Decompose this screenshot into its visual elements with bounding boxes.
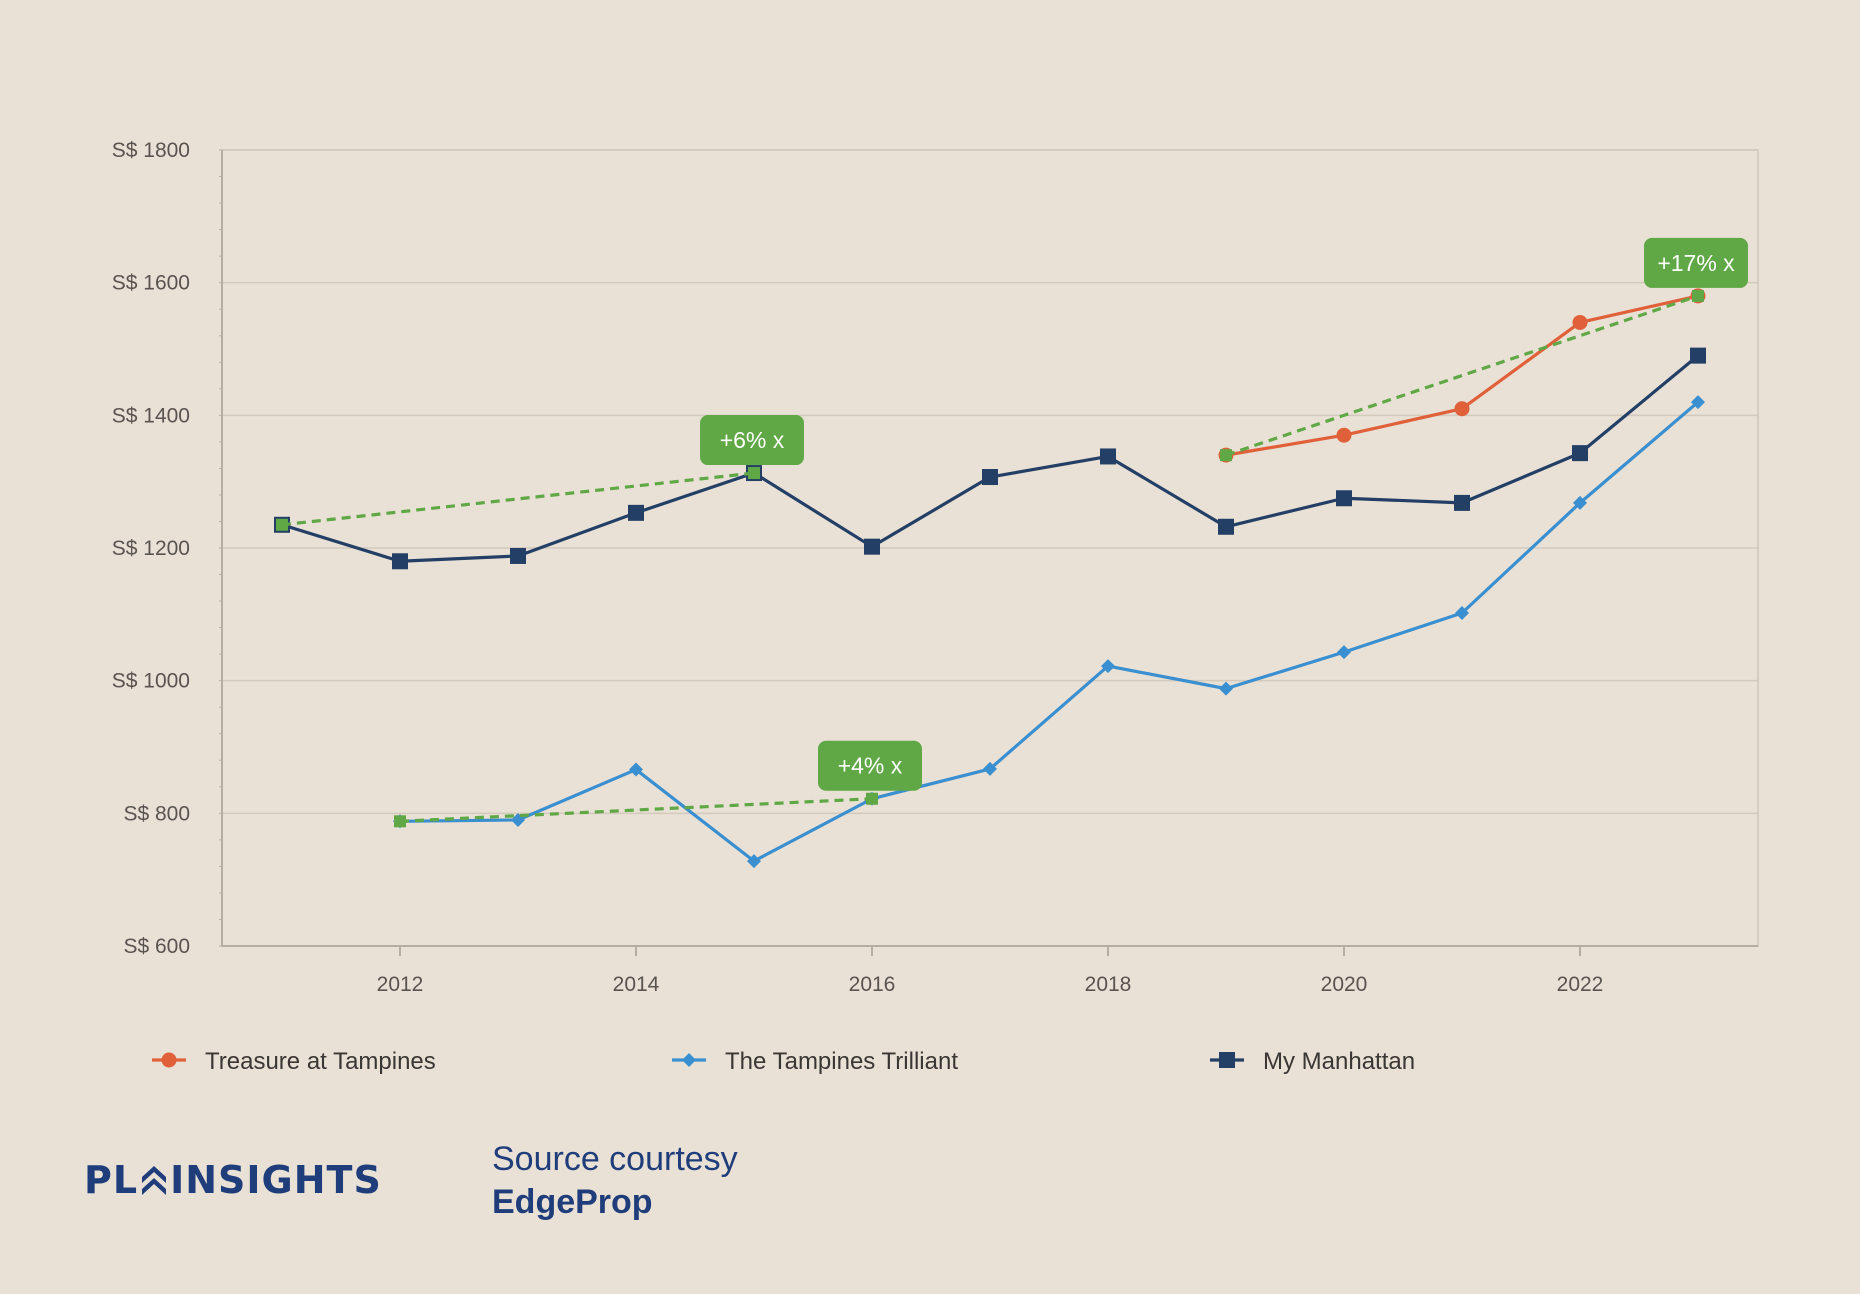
trend-badge-label: +17% x bbox=[1657, 250, 1735, 276]
legend-swatch-marker bbox=[682, 1053, 696, 1067]
trend-badge bbox=[818, 740, 922, 791]
pl-insights-logo: PL INSIGHTS bbox=[84, 1158, 382, 1202]
series-line bbox=[399, 400, 1700, 863]
data-point bbox=[1572, 314, 1588, 330]
x-tick-label: 2018 bbox=[1085, 973, 1132, 996]
trend-annotation: +4% x bbox=[394, 740, 922, 828]
trend-line bbox=[281, 471, 755, 527]
data-point bbox=[1336, 427, 1352, 443]
data-point bbox=[1100, 448, 1116, 465]
source-name: EdgeProp bbox=[492, 1182, 653, 1221]
trend-layer: +6% x +4% x +17% x bbox=[276, 237, 1748, 828]
source-label: Source courtesy bbox=[492, 1140, 738, 1178]
data-point bbox=[510, 547, 526, 564]
y-tick-label: S$ 1400 bbox=[112, 404, 190, 427]
y-tick-label: S$ 800 bbox=[123, 802, 190, 825]
chevron-logo-icon bbox=[142, 1166, 167, 1195]
trend-annotation: +17% x bbox=[1220, 237, 1748, 462]
data-point bbox=[1455, 606, 1469, 621]
trend-badge bbox=[700, 415, 804, 466]
trend-start-marker bbox=[394, 815, 406, 828]
trend-line bbox=[1225, 294, 1699, 457]
y-tick-label: S$ 1800 bbox=[112, 139, 190, 162]
trend-end-marker bbox=[1692, 289, 1704, 302]
legend-item-treasure-at-tampines: Treasure at Tampines bbox=[152, 1048, 436, 1075]
legend-swatch-marker bbox=[1219, 1052, 1235, 1068]
data-point bbox=[1690, 347, 1706, 364]
trend-end-marker bbox=[748, 467, 760, 480]
brand-name-left: PL bbox=[84, 1158, 139, 1202]
y-axis-ticks: S$ 600 S$ 800 S$ 1000 S$ 1200 S$ 1400 S$ 1600… bbox=[112, 139, 190, 958]
trend-end-marker bbox=[866, 792, 878, 805]
data-point bbox=[1691, 395, 1705, 410]
trend-start-marker bbox=[276, 518, 288, 531]
y-tick-label: S$ 1200 bbox=[112, 537, 190, 560]
series-treasure-at-tampines bbox=[1218, 288, 1706, 463]
series-my-manhattan bbox=[274, 347, 1706, 570]
trend-badge bbox=[1644, 237, 1748, 288]
data-point bbox=[1573, 495, 1587, 510]
legend-label: My Manhattan bbox=[1263, 1048, 1415, 1075]
data-point bbox=[1336, 490, 1352, 507]
series-line bbox=[281, 354, 1700, 563]
x-tick-label: 2022 bbox=[1557, 973, 1604, 996]
trend-badge-label: +4% x bbox=[838, 753, 903, 779]
data-point bbox=[1218, 518, 1234, 535]
legend-item-my-manhattan: My Manhattan bbox=[1210, 1048, 1415, 1075]
x-tick-label: 2014 bbox=[613, 973, 660, 996]
data-point bbox=[1337, 645, 1351, 660]
axes bbox=[219, 149, 1759, 947]
source-credit: Source courtesy EdgeProp bbox=[492, 1138, 738, 1223]
data-point bbox=[1454, 401, 1470, 417]
x-tick-label: 2016 bbox=[849, 973, 896, 996]
data-point bbox=[1572, 445, 1588, 462]
data-point bbox=[983, 761, 997, 776]
data-point bbox=[1219, 681, 1233, 696]
legend-item-the-tampines-trilliant: The Tampines Trilliant bbox=[672, 1048, 958, 1075]
data-point bbox=[628, 504, 644, 521]
data-point bbox=[392, 553, 408, 570]
data-point bbox=[1454, 494, 1470, 511]
x-tick-label: 2012 bbox=[377, 973, 424, 996]
brand-name-right: INSIGHTS bbox=[170, 1158, 382, 1202]
grid bbox=[222, 149, 1758, 947]
legend-label: The Tampines Trilliant bbox=[725, 1048, 958, 1075]
data-point bbox=[864, 538, 880, 555]
trend-start-marker bbox=[1220, 449, 1232, 462]
data-point bbox=[629, 762, 643, 777]
trend-badge-label: +6% x bbox=[720, 427, 785, 453]
trend-line bbox=[399, 797, 873, 823]
trend-annotation: +6% x bbox=[276, 415, 804, 531]
x-axis-ticks: 2012 2014 2016 2018 2020 2022 bbox=[377, 946, 1604, 996]
y-tick-label: S$ 600 bbox=[123, 935, 190, 958]
data-point bbox=[747, 854, 761, 869]
y-tick-label: S$ 1600 bbox=[112, 272, 190, 295]
x-tick-label: 2020 bbox=[1321, 973, 1368, 996]
data-point bbox=[982, 469, 998, 486]
y-tick-label: S$ 1000 bbox=[112, 670, 190, 693]
legend-swatch-marker bbox=[161, 1052, 177, 1068]
series-layer bbox=[274, 288, 1706, 869]
legend: Treasure at Tampines The Tampines Trillia… bbox=[152, 1048, 1415, 1075]
legend-label: Treasure at Tampines bbox=[205, 1048, 436, 1075]
data-point bbox=[1101, 659, 1115, 674]
